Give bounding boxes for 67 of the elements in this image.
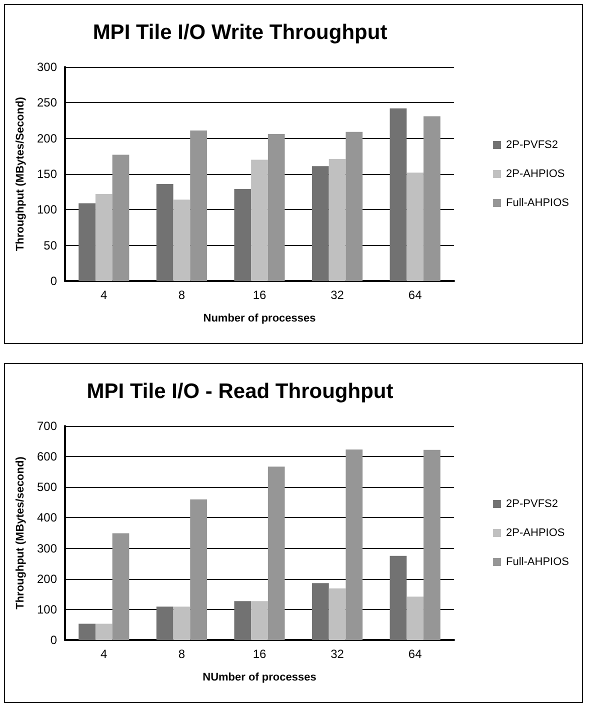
x-tick-label: 16: [252, 647, 266, 661]
x-tick-label: 32: [330, 647, 344, 661]
y-tick-label: 100: [36, 202, 58, 217]
bar: [156, 184, 174, 281]
bar: [424, 450, 440, 640]
legend-label: Full-AHPIOS: [506, 197, 570, 209]
y-tick-label: 250: [36, 96, 58, 110]
bar: [251, 160, 268, 281]
bar: [328, 588, 346, 640]
y-tick-label: 200: [36, 572, 58, 586]
x-tick-label: 16: [252, 288, 266, 302]
bar: [190, 130, 207, 281]
y-axis-title: Throughput (MBytes/Second): [14, 96, 27, 251]
bar: [234, 601, 252, 640]
y-tick-label: 400: [36, 510, 58, 525]
y-tick-label: 700: [36, 419, 58, 433]
legend-label: 2P-PVFS2: [506, 139, 558, 151]
bar: [312, 166, 329, 281]
x-axis-title: Number of processes: [203, 312, 316, 324]
legend-label: 2P-AHPIOS: [506, 527, 565, 539]
bar: [173, 200, 190, 281]
y-tick-label: 600: [36, 450, 58, 464]
x-axis-title: NUmber of processes: [202, 672, 316, 684]
y-tick-label: 500: [36, 480, 58, 494]
bar: [312, 583, 329, 640]
bar: [406, 596, 424, 640]
bar: [390, 556, 407, 640]
bar: [424, 116, 440, 281]
legend-label: 2P-PVFS2: [506, 498, 558, 510]
x-tick-label: 64: [408, 647, 422, 661]
y-tick-label: 200: [36, 131, 58, 146]
bar: [95, 194, 112, 281]
y-tick-label: 150: [36, 167, 58, 181]
x-tick-label: 64: [408, 288, 422, 302]
y-axis-title: Throughput (MBytes/second): [14, 456, 27, 610]
bar: [156, 606, 174, 640]
y-tick-label: 100: [36, 602, 58, 616]
bar: [406, 172, 424, 281]
y-tick-label: 0: [50, 633, 58, 647]
bar: [390, 108, 407, 281]
bar: [112, 154, 130, 281]
bar: [78, 203, 96, 281]
x-tick-label: 8: [178, 288, 186, 302]
x-tick-label: 8: [178, 647, 186, 661]
legend-label: 2P-AHPIOS: [506, 168, 565, 180]
chart-title: MPI Tile I/O Write Throughput: [92, 21, 388, 44]
bar: [328, 159, 346, 281]
chart-title: MPI Tile I/O - Read Throughput: [86, 380, 394, 403]
bar: [234, 188, 252, 281]
bar: [190, 499, 207, 640]
y-tick-label: 300: [36, 541, 58, 556]
bar: [268, 466, 285, 640]
legend-label: Full-AHPIOS: [506, 556, 570, 568]
bar: [78, 624, 96, 640]
bar: [268, 134, 285, 281]
y-tick-label: 50: [44, 238, 58, 252]
x-tick-label: 4: [100, 288, 108, 302]
y-tick-label: 300: [36, 60, 58, 74]
x-tick-label: 32: [330, 288, 344, 302]
bar: [346, 450, 363, 640]
bar: [173, 606, 190, 640]
bar: [112, 533, 130, 640]
bar: [346, 132, 363, 281]
bar: [95, 624, 112, 640]
bar: [251, 601, 268, 640]
y-tick-label: 0: [50, 274, 58, 288]
x-tick-label: 4: [100, 647, 108, 661]
